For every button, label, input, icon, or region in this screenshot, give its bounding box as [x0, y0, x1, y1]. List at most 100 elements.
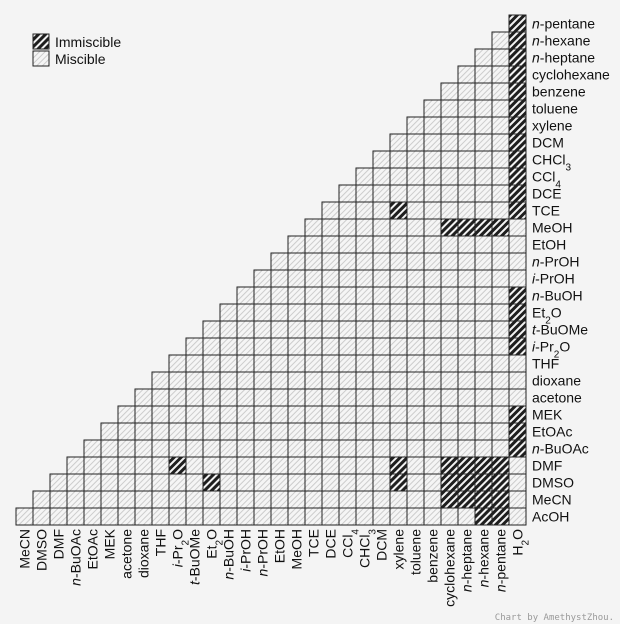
label-segment: DMF: [532, 458, 562, 474]
cell-immiscible: [457, 218, 476, 237]
cell-miscible: [406, 388, 425, 407]
cell-miscible: [491, 354, 510, 373]
cell-immiscible: [508, 48, 527, 67]
label-segment: 2: [520, 539, 531, 545]
cell-miscible: [406, 473, 425, 492]
cell-miscible: [304, 337, 323, 356]
cell-miscible: [287, 252, 306, 271]
cell-miscible: [440, 201, 459, 220]
label-segment: n: [221, 572, 237, 580]
cell-miscible: [253, 388, 272, 407]
cell-miscible: [440, 422, 459, 441]
cell-miscible: [83, 473, 102, 492]
cell-miscible: [338, 201, 357, 220]
label-segment: n: [255, 568, 271, 576]
cell-miscible: [287, 286, 306, 305]
cell-miscible: [474, 354, 493, 373]
label-segment: -BuOMe: [187, 529, 203, 581]
column-label: MEK: [102, 528, 118, 559]
row-label: n-pentane: [532, 16, 595, 32]
cell-miscible: [304, 252, 323, 271]
label-segment: -BuOH: [540, 288, 583, 304]
cell-immiscible: [508, 31, 527, 50]
cell-miscible: [304, 507, 323, 526]
cell-miscible: [338, 269, 357, 288]
cell-immiscible: [508, 150, 527, 169]
cell-miscible: [423, 286, 442, 305]
cell-miscible: [202, 354, 221, 373]
cell-miscible: [508, 507, 527, 526]
row-label: THF: [532, 356, 559, 372]
cell-miscible: [83, 507, 102, 526]
cell-miscible: [236, 456, 255, 475]
cell-miscible: [372, 388, 391, 407]
cell-miscible: [185, 354, 204, 373]
cell-miscible: [423, 133, 442, 152]
cell-grid: [15, 14, 527, 526]
row-label: n-heptane: [532, 50, 595, 66]
cell-miscible: [49, 490, 68, 509]
cell-miscible: [372, 150, 391, 169]
cell-miscible: [236, 490, 255, 509]
cell-miscible: [253, 490, 272, 509]
cell-miscible: [491, 405, 510, 424]
cell-miscible: [83, 490, 102, 509]
cell-miscible: [508, 388, 527, 407]
column-label: CHCl3: [357, 529, 379, 568]
label-segment: n: [532, 441, 540, 457]
cell-miscible: [355, 201, 374, 220]
cell-miscible: [355, 388, 374, 407]
cell-miscible: [168, 473, 187, 492]
label-segment: benzene: [532, 84, 586, 100]
cell-miscible: [185, 388, 204, 407]
label-segment: -PrOH: [540, 254, 580, 270]
cell-miscible: [287, 422, 306, 441]
cell-miscible: [406, 116, 425, 135]
cell-miscible: [440, 354, 459, 373]
cell-miscible: [151, 490, 170, 509]
cell-miscible: [185, 337, 204, 356]
cell-miscible: [66, 490, 85, 509]
cell-miscible: [32, 490, 51, 509]
cell-miscible: [151, 507, 170, 526]
cell-miscible: [355, 286, 374, 305]
cell-miscible: [508, 218, 527, 237]
cell-miscible: [406, 439, 425, 458]
cell-miscible: [423, 405, 442, 424]
cell-miscible: [304, 388, 323, 407]
label-segment: -BuOMe: [536, 322, 588, 338]
column-label: Et2O: [204, 529, 226, 559]
cell-miscible: [287, 269, 306, 288]
cell-immiscible: [440, 473, 459, 492]
cell-miscible: [134, 439, 153, 458]
label-segment: n: [493, 584, 509, 592]
label-segment: i: [532, 271, 536, 287]
cell-miscible: [66, 473, 85, 492]
label-segment: O: [551, 305, 562, 321]
cell-miscible: [474, 439, 493, 458]
cell-immiscible: [508, 422, 527, 441]
cell-miscible: [338, 371, 357, 390]
cell-miscible: [440, 388, 459, 407]
row-labels: n-pentanen-hexanen-heptanecyclohexaneben…: [532, 16, 610, 525]
cell-miscible: [491, 235, 510, 254]
cell-miscible: [219, 473, 238, 492]
cell-miscible: [406, 201, 425, 220]
cell-immiscible: [474, 490, 493, 509]
cell-miscible: [474, 252, 493, 271]
cell-miscible: [321, 320, 340, 339]
cell-miscible: [491, 99, 510, 118]
cell-miscible: [440, 303, 459, 322]
cell-immiscible: [508, 405, 527, 424]
row-label: CHCl3: [532, 152, 571, 174]
cell-miscible: [372, 456, 391, 475]
cell-miscible: [389, 490, 408, 509]
cell-miscible: [287, 507, 306, 526]
cell-miscible: [66, 507, 85, 526]
cell-miscible: [304, 422, 323, 441]
label-segment: DCE: [532, 186, 562, 202]
cell-miscible: [508, 354, 527, 373]
label-segment: -pentane: [540, 16, 595, 32]
row-label: benzene: [532, 84, 586, 100]
